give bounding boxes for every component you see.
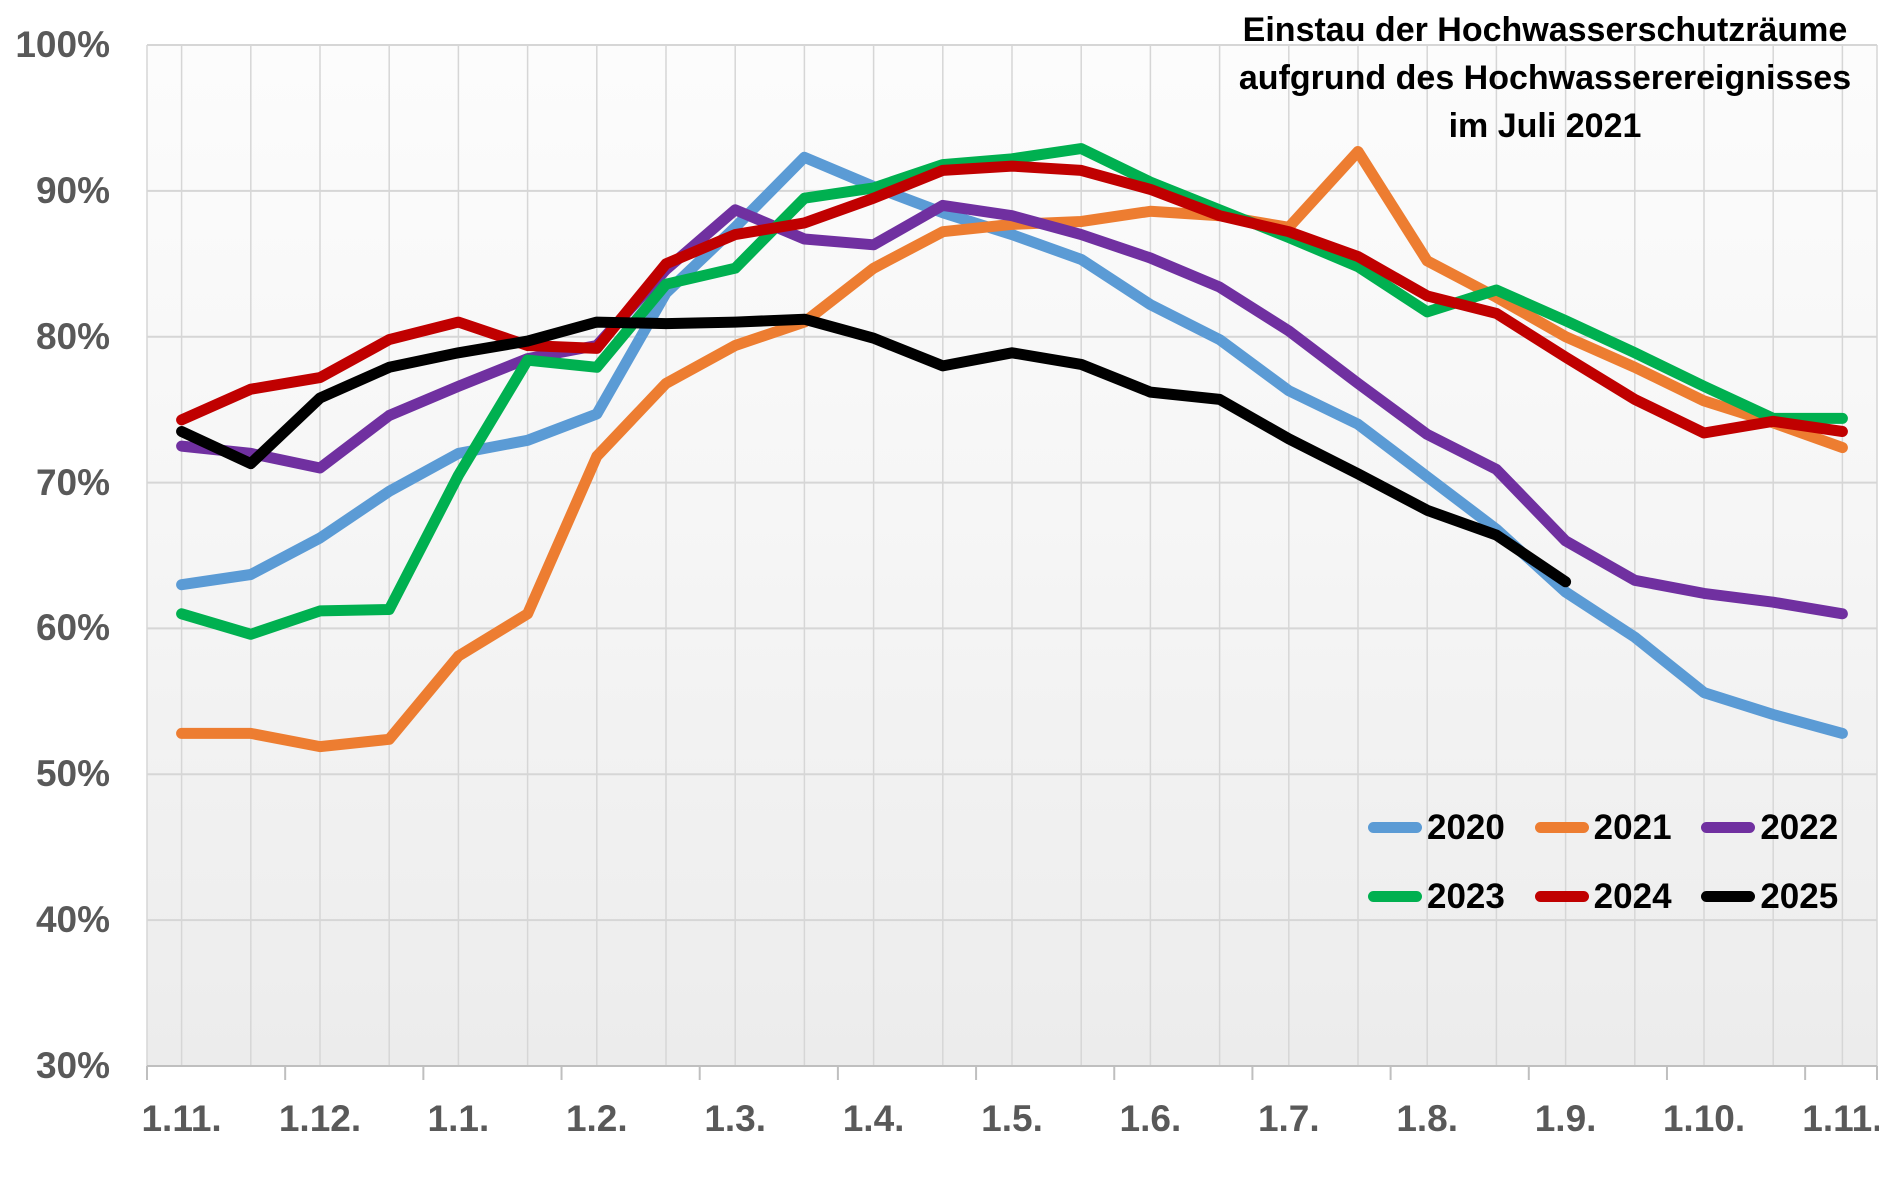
x-axis-tick-label: 1.3.: [704, 1098, 767, 1139]
x-axis-tick-label: 1.7.: [1257, 1098, 1320, 1139]
legend-label: 2023: [1427, 876, 1505, 916]
chart-title-line1: Einstau der Hochwasserschutzräume: [1242, 11, 1848, 49]
y-axis-tick-label: 100%: [15, 24, 110, 65]
x-axis-tick-label: 1.2.: [565, 1098, 628, 1139]
x-axis-tick-label: 1.10.: [1662, 1098, 1746, 1139]
y-axis-tick-label: 60%: [35, 607, 110, 649]
legend-item-2023: 2023: [1368, 877, 1535, 917]
legend-row: 2023 2024 2025: [1368, 862, 1868, 931]
y-axis-tick-label: 80%: [35, 315, 110, 357]
x-axis-tick-label: 1.12.: [278, 1098, 362, 1139]
legend-item-2024: 2024: [1534, 876, 1702, 917]
x-axis-tick-label: 1.11.: [141, 1098, 222, 1139]
y-axis-tick-label: 40%: [35, 899, 110, 941]
line-series-2020: [176, 151, 1848, 739]
legend-label: 2020: [1427, 807, 1505, 847]
legend-label: 2025: [1760, 876, 1839, 916]
legend-swatch-icon: [1701, 822, 1756, 833]
legend-row: 2020 2021 2022: [1368, 793, 1868, 862]
line-series-2024: [176, 160, 1848, 439]
legend-swatch-icon: [1534, 891, 1589, 902]
chart-title-line3: im Juli 2021: [1448, 107, 1642, 145]
x-axis-tick-label: 1.11.: [1802, 1098, 1879, 1139]
legend-label: 2022: [1760, 807, 1839, 847]
line-series-2023: [176, 143, 1848, 640]
line-series-2025: [176, 313, 1572, 588]
legend-label: 2021: [1593, 807, 1672, 847]
x-axis-tick-label: 1.5.: [981, 1098, 1043, 1139]
x-axis-tick-label: 1.1.: [427, 1098, 490, 1139]
legend-swatch-icon: [1368, 822, 1422, 833]
legend-item-2022: 2022: [1701, 808, 1868, 848]
legend: 2020 2021 2022 2023 2024 2025: [1368, 793, 1868, 931]
chart-title-line2: aufgrund des Hochwasserereignisses: [1238, 59, 1852, 97]
legend-swatch-icon: [1534, 822, 1589, 833]
chart-title: Einstau der Hochwasserschutzräume aufgru…: [1150, 6, 1879, 150]
legend-swatch-icon: [1368, 891, 1422, 902]
y-axis-tick-label: 70%: [35, 461, 110, 503]
y-axis-tick-label: 90%: [35, 169, 110, 211]
y-axis-tick-label: 50%: [35, 753, 110, 795]
legend-label: 2024: [1593, 876, 1672, 916]
x-axis-tick-label: 1.6.: [1119, 1098, 1182, 1139]
legend-item-2025: 2025: [1701, 877, 1868, 917]
line-series-2021: [176, 146, 1848, 753]
legend-swatch-icon: [1701, 891, 1756, 902]
x-axis-tick-label: 1.8.: [1396, 1098, 1459, 1139]
legend-item-2021: 2021: [1534, 807, 1702, 848]
legend-item-2020: 2020: [1368, 808, 1535, 848]
line-series-2022: [176, 199, 1848, 620]
y-axis-tick-label: 30%: [35, 1045, 110, 1086]
x-axis-tick-label: 1.9.: [1534, 1098, 1597, 1139]
x-axis-tick-label: 1.4.: [842, 1098, 905, 1139]
